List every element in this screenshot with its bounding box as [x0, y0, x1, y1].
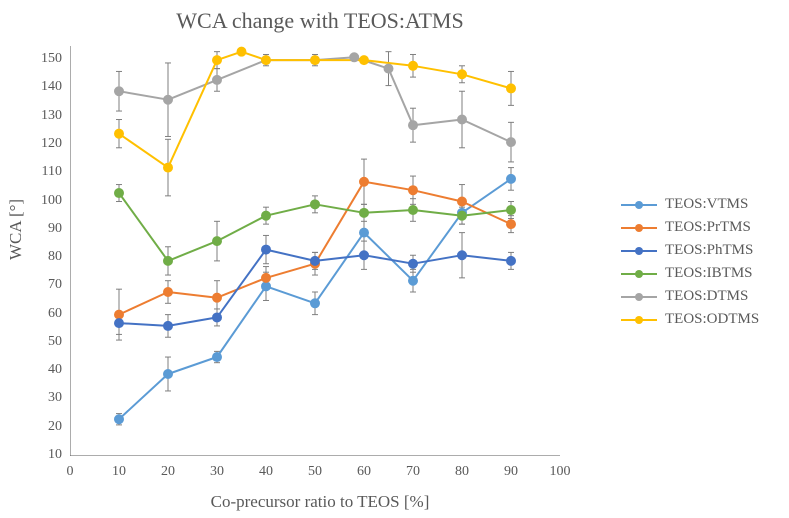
x-tick: 0	[58, 464, 82, 480]
x-tick: 50	[303, 464, 327, 480]
legend-marker-icon	[635, 247, 643, 255]
x-tick: 80	[450, 464, 474, 480]
y-tick: 130	[32, 108, 62, 124]
y-tick: 50	[32, 334, 62, 350]
chart-container: WCA change with TEOS:ATMS WCA [°] Co-pre…	[0, 0, 789, 518]
legend-swatch	[621, 319, 657, 321]
y-tick: 10	[32, 447, 62, 463]
y-tick: 70	[32, 277, 62, 293]
legend-item: TEOS:PhTMS	[621, 242, 781, 259]
legend-marker-icon	[635, 201, 643, 209]
x-tick: 60	[352, 464, 376, 480]
y-tick: 40	[32, 362, 62, 378]
legend-label: TEOS:VTMS	[665, 196, 748, 213]
legend-item: TEOS:IBTMS	[621, 265, 781, 282]
x-tick: 20	[156, 464, 180, 480]
legend-label: TEOS:PrTMS	[665, 219, 751, 236]
legend-item: TEOS:ODTMS	[621, 311, 781, 328]
y-tick: 80	[32, 249, 62, 265]
chart-svg	[70, 46, 560, 456]
y-axis-label: WCA [°]	[6, 199, 26, 260]
chart-title: WCA change with TEOS:ATMS	[0, 8, 640, 34]
x-tick: 90	[499, 464, 523, 480]
x-tick: 70	[401, 464, 425, 480]
legend-swatch	[621, 250, 657, 252]
legend-item: TEOS:PrTMS	[621, 219, 781, 236]
x-tick: 30	[205, 464, 229, 480]
legend-marker-icon	[635, 293, 643, 301]
y-tick: 90	[32, 221, 62, 237]
legend-marker-icon	[635, 316, 643, 324]
y-tick: 20	[32, 419, 62, 435]
y-tick: 30	[32, 390, 62, 406]
legend-label: TEOS:PhTMS	[665, 242, 753, 259]
y-tick: 100	[32, 193, 62, 209]
legend-label: TEOS:DTMS	[665, 288, 748, 305]
x-tick: 100	[548, 464, 572, 480]
legend-label: TEOS:ODTMS	[665, 311, 759, 328]
plot-area	[70, 46, 560, 456]
legend-swatch	[621, 227, 657, 229]
y-tick: 120	[32, 136, 62, 152]
y-tick: 60	[32, 306, 62, 322]
legend-marker-icon	[635, 270, 643, 278]
legend-marker-icon	[635, 224, 643, 232]
y-tick: 140	[32, 79, 62, 95]
x-axis-label: Co-precursor ratio to TEOS [%]	[0, 492, 640, 512]
x-tick: 10	[107, 464, 131, 480]
legend-label: TEOS:IBTMS	[665, 265, 753, 282]
legend-swatch	[621, 273, 657, 275]
legend-swatch	[621, 204, 657, 206]
legend-item: TEOS:VTMS	[621, 196, 781, 213]
legend-swatch	[621, 296, 657, 298]
y-tick: 150	[32, 51, 62, 67]
legend-item: TEOS:DTMS	[621, 288, 781, 305]
y-tick: 110	[32, 164, 62, 180]
x-tick: 40	[254, 464, 278, 480]
legend: TEOS:VTMS TEOS:PrTMS TEOS:PhTMS TEOS:IBTMS T…	[621, 190, 781, 334]
